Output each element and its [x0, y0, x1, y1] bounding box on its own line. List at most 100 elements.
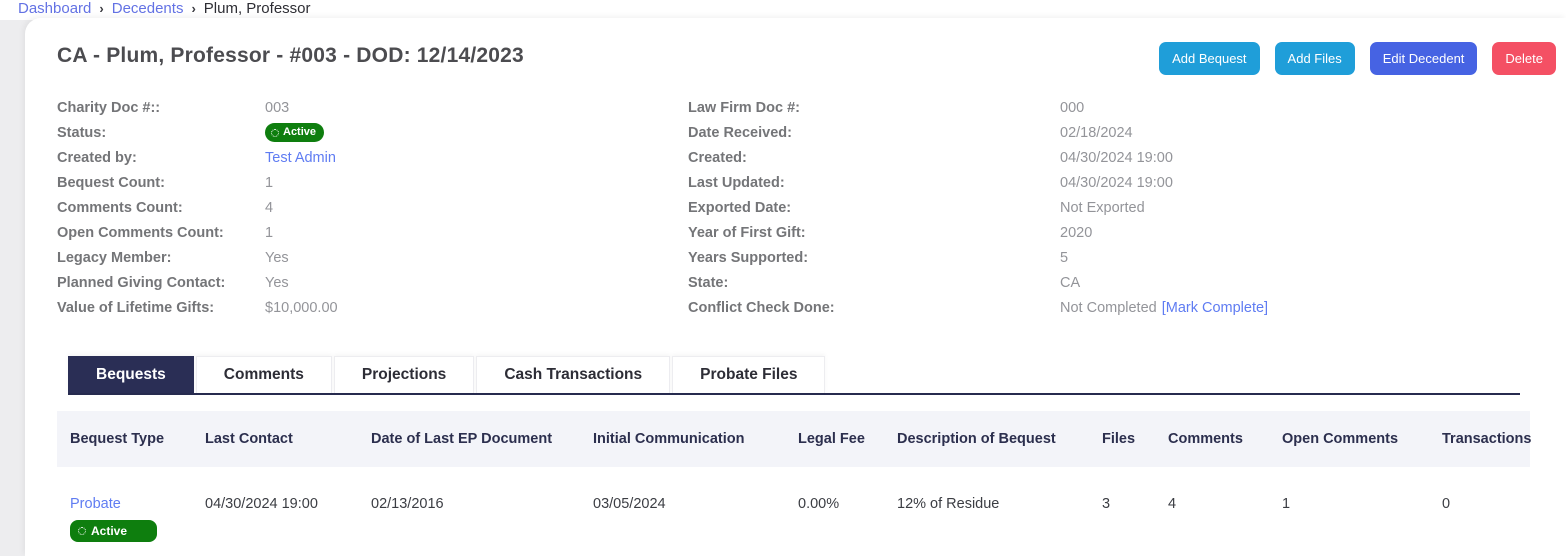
detail-value: 1 [265, 174, 274, 191]
bequest-status-badge: Active [70, 520, 158, 542]
bequest-probate-link[interactable]: Probate [70, 496, 121, 512]
col-header-transactions: Transactions [1442, 431, 1532, 447]
col-header-last-contact: Last Contact [205, 431, 293, 447]
detail-row-comments-count: Comments Count: 4 [57, 195, 688, 220]
spinner-icon [78, 527, 86, 535]
detail-value: 04/30/2024 19:00 [1060, 174, 1173, 191]
detail-value: 003 [265, 99, 290, 116]
mark-complete-link[interactable]: [Mark Complete] [1161, 299, 1269, 316]
tab-probate-files[interactable]: Probate Files [672, 356, 826, 393]
detail-value: CA [1060, 274, 1081, 291]
breadcrumb-link-decedents[interactable]: Decedents [111, 0, 184, 17]
col-header-legal-fee: Legal Fee [798, 431, 865, 447]
detail-row-year-first-gift: Year of First Gift: 2020 [688, 220, 1566, 245]
detail-label: Years Supported: [688, 249, 809, 266]
detail-label: Status: [57, 124, 107, 141]
detail-value: Yes [265, 274, 289, 291]
detail-value: 2020 [1060, 224, 1093, 241]
cell-initial-communication: 03/05/2024 [593, 496, 666, 512]
detail-value: 04/30/2024 19:00 [1060, 149, 1173, 166]
detail-row-conflict-check: Conflict Check Done: Not Completed [Mark… [688, 295, 1566, 320]
col-header-initial-communication: Initial Communication [593, 431, 745, 447]
detail-value: Yes [265, 249, 289, 266]
detail-value: 4 [265, 199, 274, 216]
col-header-files: Files [1102, 431, 1136, 447]
tab-cash-transactions[interactable]: Cash Transactions [476, 356, 671, 393]
add-bequest-button[interactable]: Add Bequest [1159, 42, 1260, 75]
table-row: Probate Active 04/30/2024 19:00 02/13/20… [57, 467, 1530, 550]
action-buttons: Add Bequest Add Files Edit Decedent Dele… [1159, 42, 1556, 75]
details-left-column: Charity Doc #:: 003 Status: Active Creat… [57, 95, 688, 320]
tab-bar: Bequests Comments Projections Cash Trans… [68, 356, 1520, 395]
detail-row-open-comments-count: Open Comments Count: 1 [57, 220, 688, 245]
detail-row-exported-date: Exported Date: Not Exported [688, 195, 1566, 220]
add-files-button[interactable]: Add Files [1274, 42, 1355, 75]
detail-label: Bequest Count: [57, 174, 165, 191]
decedent-detail-card: CA - Plum, Professor - #003 - DOD: 12/14… [25, 18, 1566, 556]
detail-label: Comments Count: [57, 199, 183, 216]
detail-row-created: Created: 04/30/2024 19:00 [688, 145, 1566, 170]
detail-row-planned-giving: Planned Giving Contact: Yes [57, 270, 688, 295]
cell-legal-fee: 0.00% [798, 496, 840, 512]
detail-row-created-by: Created by: Test Admin [57, 145, 688, 170]
table-header-row: Bequest Type Last Contact Date of Last E… [57, 411, 1532, 467]
page-title: CA - Plum, Professor - #003 - DOD: 12/14… [57, 44, 524, 67]
cell-bequest-type: Probate Active [57, 467, 192, 550]
detail-label: Legacy Member: [57, 249, 172, 266]
col-header-open-comments: Open Comments [1282, 431, 1399, 447]
cell-comments: 4 [1168, 496, 1177, 512]
detail-label: State: [688, 274, 729, 291]
breadcrumb-separator: › [99, 1, 104, 16]
details-right-column: Law Firm Doc #: 000 Date Received: 02/18… [688, 95, 1566, 320]
edit-decedent-button[interactable]: Edit Decedent [1369, 42, 1478, 75]
cell-date-last-ep: 02/13/2016 [371, 496, 444, 512]
detail-label: Charity Doc #:: [57, 99, 161, 116]
bequest-status-label: Active [91, 524, 128, 538]
status-badge-label: Active [283, 126, 317, 138]
detail-label: Created by: [57, 149, 137, 166]
detail-row-lifetime-gifts: Value of Lifetime Gifts: $10,000.00 [57, 295, 688, 320]
status-badge: Active [265, 123, 325, 142]
detail-row-legacy-member: Legacy Member: Yes [57, 245, 688, 270]
tab-comments[interactable]: Comments [195, 356, 332, 393]
detail-value: 5 [1060, 249, 1069, 266]
breadcrumb-link-dashboard[interactable]: Dashboard [18, 0, 92, 17]
detail-label: Exported Date: [688, 199, 792, 216]
detail-value: 000 [1060, 99, 1085, 116]
detail-label: Created: [688, 149, 747, 166]
detail-value: Not Completed [1060, 299, 1157, 316]
col-header-bequest-type: Bequest Type [70, 431, 165, 447]
col-header-description: Description of Bequest [897, 431, 1056, 447]
cell-open-comments: 1 [1282, 496, 1291, 512]
cell-last-contact: 04/30/2024 19:00 [205, 496, 318, 512]
delete-button[interactable]: Delete [1492, 42, 1556, 75]
bequests-table: Bequest Type Last Contact Date of Last E… [57, 411, 1532, 550]
detail-label: Law Firm Doc #: [688, 99, 800, 116]
breadcrumb: Dashboard › Decedents › Plum, Professor [0, 0, 1566, 20]
detail-value: $10,000.00 [265, 299, 338, 316]
detail-row-law-firm-doc: Law Firm Doc #: 000 [688, 95, 1566, 120]
col-header-comments: Comments [1168, 431, 1243, 447]
tab-projections[interactable]: Projections [333, 356, 475, 393]
decedent-details: Charity Doc #:: 003 Status: Active Creat… [25, 75, 1566, 320]
card-header: CA - Plum, Professor - #003 - DOD: 12/14… [25, 18, 1566, 75]
detail-label: Year of First Gift: [688, 224, 806, 241]
breadcrumb-separator: › [191, 1, 196, 16]
detail-label: Planned Giving Contact: [57, 274, 226, 291]
created-by-link[interactable]: Test Admin [265, 149, 336, 166]
detail-label: Last Updated: [688, 174, 785, 191]
detail-label: Conflict Check Done: [688, 299, 835, 316]
detail-row-status: Status: Active [57, 120, 688, 145]
spinner-icon [271, 128, 279, 137]
col-header-date-last-ep: Date of Last EP Document [371, 431, 553, 447]
detail-label: Date Received: [688, 124, 792, 141]
detail-value: 02/18/2024 [1060, 124, 1133, 141]
tab-bequests[interactable]: Bequests [68, 356, 194, 393]
detail-value: Not Exported [1060, 199, 1145, 216]
detail-label: Open Comments Count: [57, 224, 224, 241]
detail-row-date-received: Date Received: 02/18/2024 [688, 120, 1566, 145]
cell-description: 12% of Residue [897, 496, 1000, 512]
detail-value: 1 [265, 224, 274, 241]
detail-row-state: State: CA [688, 270, 1566, 295]
cell-transactions: 0 [1442, 496, 1451, 512]
